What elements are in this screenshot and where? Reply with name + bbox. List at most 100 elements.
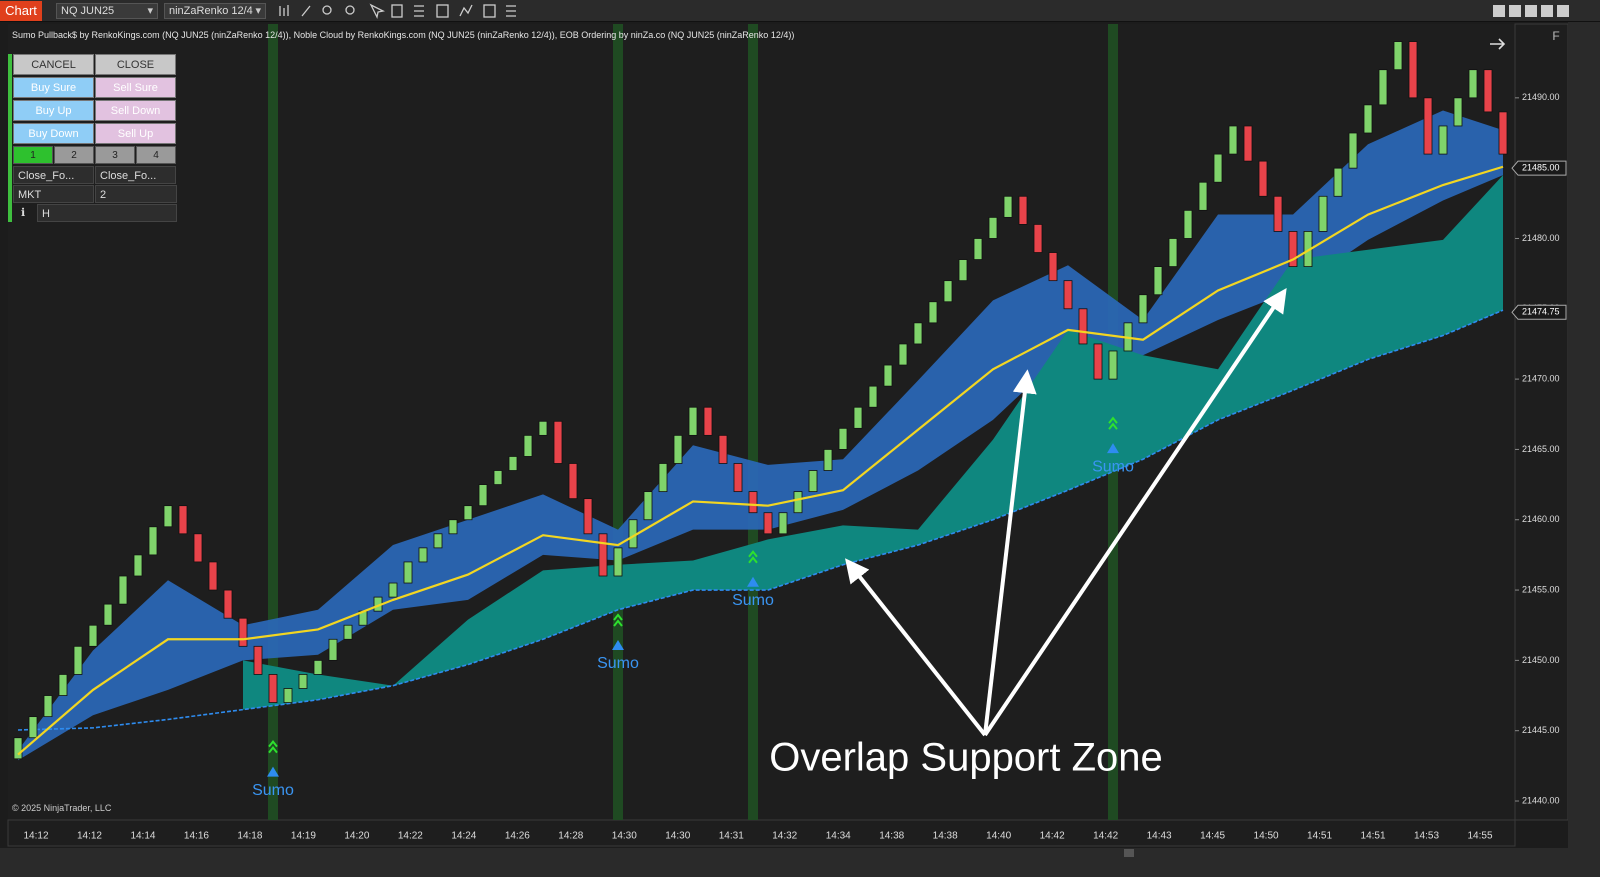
up-candle [958, 259, 968, 282]
down-candle [583, 498, 593, 535]
x-tick-label: 14:14 [130, 831, 155, 842]
scroll-thumb[interactable] [1124, 849, 1134, 857]
quantity-tab[interactable]: 2 [54, 146, 94, 164]
support-zone [243, 175, 1503, 710]
signal-triangle [267, 766, 279, 777]
y-tick-label: 21455.00 [1522, 584, 1560, 594]
annotation-arrow [845, 558, 987, 737]
chart-tab[interactable]: Chart [0, 1, 42, 21]
window-button[interactable] [1525, 5, 1537, 17]
price-marker-box [1511, 304, 1567, 320]
side-button[interactable]: F [1552, 29, 1559, 43]
window-button[interactable] [1557, 5, 1569, 17]
quantity-tab[interactable]: 1 [13, 146, 53, 164]
order-button[interactable]: Sell Up [95, 123, 176, 144]
bar-type-select[interactable]: ninZaRenko 12/4 [164, 3, 266, 19]
window-button[interactable] [1493, 5, 1505, 17]
signal-arrows [748, 550, 758, 564]
x-tick-label: 14:12 [23, 831, 48, 842]
toolbar-icons [279, 3, 516, 19]
quantity-input[interactable]: 2 [95, 185, 177, 203]
up-candle [1183, 209, 1193, 239]
up-candle [538, 420, 548, 436]
window-button[interactable] [1509, 5, 1521, 17]
menu-icon[interactable] [506, 5, 516, 17]
up-candle [343, 624, 353, 640]
draw-icon[interactable] [301, 5, 311, 17]
data-box-icon[interactable] [391, 4, 403, 18]
order-button[interactable]: Buy Up [13, 100, 94, 121]
up-candle [1333, 167, 1343, 197]
signal-label: Sumo [252, 782, 294, 799]
up-candle [118, 575, 128, 605]
annotation: Overlap Support Zone [769, 736, 1163, 780]
scrollbar[interactable] [0, 848, 1568, 877]
x-tick-label: 14:26 [505, 831, 530, 842]
y-tick-label: 21450.00 [1522, 655, 1560, 665]
up-candle [88, 624, 98, 647]
copyright: © 2025 NinjaTrader, LLC [12, 803, 112, 813]
x-tick-label: 14:40 [986, 831, 1011, 842]
y-tick-label: 21460.00 [1522, 514, 1560, 524]
order-button[interactable]: Sell Down [95, 100, 176, 121]
order-button[interactable]: Buy Sure [13, 77, 94, 98]
mode-select[interactable]: H [37, 204, 177, 222]
cloud-band [18, 110, 1503, 761]
up-candle [313, 659, 323, 675]
up-candle [103, 603, 113, 626]
order-button[interactable]: Sell Sure [95, 77, 176, 98]
up-candle [793, 491, 803, 514]
up-candle [1108, 350, 1118, 380]
up-candle [463, 505, 473, 521]
down-candle [748, 491, 758, 514]
up-candle [1468, 69, 1478, 99]
up-candle [1363, 104, 1373, 134]
down-candle [1288, 231, 1298, 267]
up-candle [688, 406, 698, 436]
window-button[interactable] [1541, 5, 1553, 17]
order-button[interactable]: CLOSE [95, 54, 176, 75]
indicator-icon[interactable] [459, 4, 473, 17]
order-button[interactable]: CANCEL [13, 54, 94, 75]
quantity-tab[interactable]: 3 [95, 146, 135, 164]
close-mode-select[interactable]: Close_Fo... [95, 166, 176, 184]
arrow-icon[interactable] [1490, 38, 1506, 50]
up-candle [283, 688, 293, 703]
order-button[interactable]: Buy Down [13, 123, 94, 144]
x-tick-label: 14:45 [1200, 831, 1225, 842]
instrument-select[interactable]: NQ JUN25 [56, 3, 158, 19]
time-axis [7, 819, 1516, 847]
down-candle [598, 533, 608, 577]
down-candle [208, 561, 218, 591]
up-candle [493, 470, 503, 485]
order-panel: CANCEL CLOSE Buy Sure Sell Sure Buy Up Sell D… [13, 54, 177, 222]
zoom-in-icon[interactable] [322, 5, 332, 15]
order-type-select[interactable]: MKT [13, 185, 94, 203]
up-candle [388, 582, 398, 598]
down-candle [1078, 308, 1088, 345]
indicator-header: Sumo Pullback$ by RenkoKings.com (NQ JUN… [12, 30, 795, 40]
x-tick-label: 14:34 [826, 831, 851, 842]
strategy-icon[interactable] [436, 4, 449, 18]
signal-triangle [1107, 443, 1119, 454]
up-candle [943, 280, 953, 303]
down-candle [718, 434, 728, 464]
up-candle [403, 561, 413, 584]
template-icon[interactable] [414, 5, 424, 17]
props-icon[interactable] [483, 4, 496, 18]
signal-band [613, 24, 623, 820]
y-tick-label: 21480.00 [1522, 233, 1560, 243]
up-candle [1153, 266, 1163, 296]
up-candle [133, 554, 143, 577]
x-tick-label: 14:32 [772, 831, 797, 842]
down-candle [1258, 160, 1268, 197]
signal-triangle [612, 639, 624, 650]
close-mode-select[interactable]: Close_Fo... [13, 166, 94, 184]
quantity-tab[interactable]: 4 [136, 146, 176, 164]
y-tick-label: 21445.00 [1522, 725, 1560, 735]
bars-icon[interactable] [279, 5, 289, 16]
zoom-out-icon[interactable] [345, 5, 355, 15]
x-tick-label: 14:42 [1040, 831, 1065, 842]
pointer-icon[interactable] [369, 3, 385, 19]
